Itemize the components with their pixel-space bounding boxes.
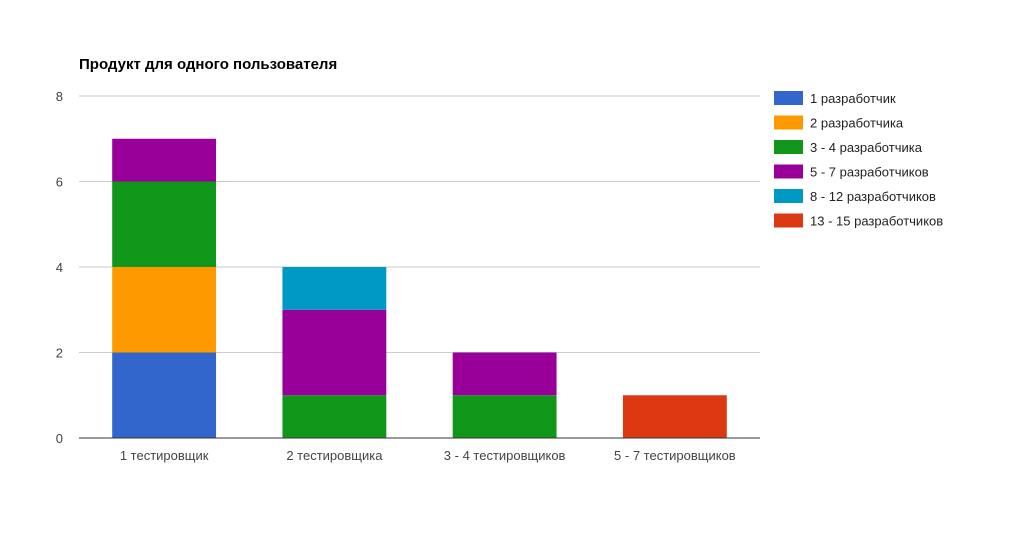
bar-segment[interactable] bbox=[112, 181, 217, 268]
bar-segment[interactable] bbox=[452, 352, 557, 396]
bars bbox=[112, 138, 727, 439]
bar-segment[interactable] bbox=[622, 395, 727, 438]
legend-label: 13 - 15 разработчиков bbox=[810, 214, 943, 229]
bar-segment[interactable] bbox=[112, 138, 217, 182]
bar-segment[interactable] bbox=[282, 395, 387, 438]
y-tick-label: 6 bbox=[56, 175, 63, 190]
y-tick-label: 4 bbox=[56, 260, 63, 275]
chart-title: Продукт для одного пользователя bbox=[79, 56, 337, 73]
legend-swatch bbox=[774, 164, 803, 179]
x-tick-label: 5 - 7 тестировщиков bbox=[614, 448, 736, 463]
axes: 0 2 4 6 8 1 тестировщик 2 тестировщика 3 - 4 те… bbox=[56, 89, 760, 463]
legend-swatch bbox=[774, 91, 803, 105]
y-tick-label: 8 bbox=[56, 89, 63, 104]
legend-swatch bbox=[774, 115, 803, 130]
bar-segment[interactable] bbox=[282, 267, 387, 310]
x-tick-label: 2 тестировщика bbox=[286, 448, 383, 463]
legend-swatch bbox=[774, 189, 803, 203]
legend-swatch bbox=[774, 140, 803, 154]
bar-segment[interactable] bbox=[112, 352, 217, 439]
x-tick-label: 1 тестировщик bbox=[120, 448, 209, 463]
bar-segment[interactable] bbox=[282, 309, 387, 396]
y-tick-label: 2 bbox=[56, 346, 63, 361]
bar-segment[interactable] bbox=[112, 267, 217, 353]
legend-label: 1 разработчик bbox=[810, 91, 896, 106]
legend: 1 разработчик 2 разработчика 3 - 4 разрабо… bbox=[774, 91, 943, 229]
legend-label: 2 разработчика bbox=[810, 116, 904, 131]
legend-label: 8 - 12 разработчиков bbox=[810, 189, 936, 204]
legend-swatch bbox=[774, 213, 803, 228]
legend-label: 3 - 4 разработчика bbox=[810, 140, 923, 155]
x-tick-label: 3 - 4 тестировщиков bbox=[444, 448, 566, 463]
legend-label: 5 - 7 разработчиков bbox=[810, 165, 929, 180]
y-tick-label: 0 bbox=[56, 431, 63, 446]
bar-segment[interactable] bbox=[452, 395, 557, 438]
